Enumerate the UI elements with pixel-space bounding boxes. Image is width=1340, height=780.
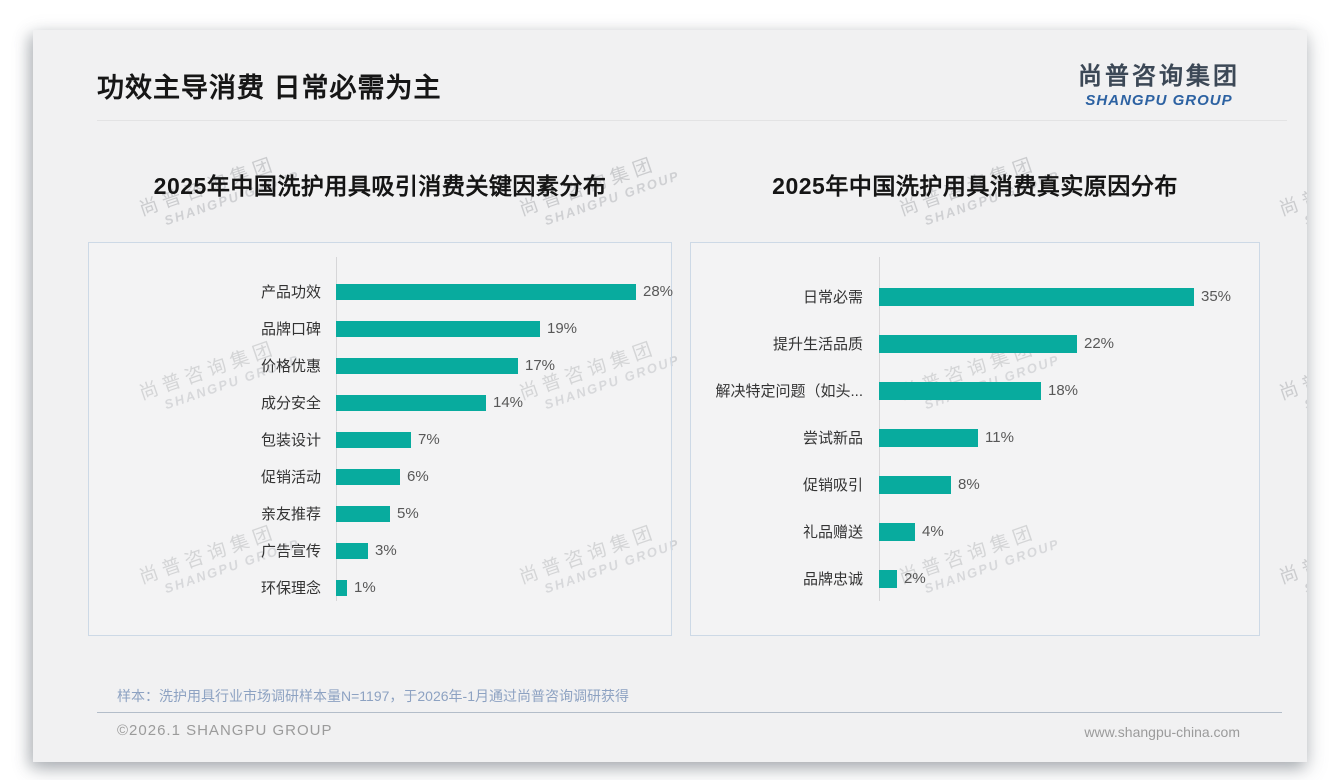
bar [879,569,897,588]
bar-row: 包装设计 7% [89,421,671,458]
category-axis-line [336,257,337,601]
footer-divider [97,712,1282,713]
bar-row: 礼品赠送 4% [691,508,1259,555]
bar-category-label: 促销吸引 [802,477,863,494]
bar [336,542,368,559]
bar-value-label: 11% [985,429,1014,446]
bar-category-label: 礼品赠送 [802,524,863,541]
bar-value-label: 19% [547,320,578,337]
bar-value-label: 28% [643,283,674,300]
bar-category-label: 日常必需 [802,289,863,306]
title-divider [97,120,1287,121]
slide: 尚普咨询集团 SHANGPU GROUP 尚普咨询集团 SHANGPU GROUP 尚普… [33,30,1307,762]
bar [879,428,978,447]
chart-panel-real-reasons: 日常必需 35% 提升生活品质 22% 解决特定问题（如头... 18% 尝试新品 11% 促销… [690,242,1260,636]
bar-row: 日常必需 35% [691,273,1259,320]
bar-row: 品牌忠诚 2% [691,555,1259,602]
bar-row: 品牌口碑 19% [89,310,671,347]
bar-category-label: 价格优惠 [260,358,321,375]
bar-row: 广告宣传 3% [89,532,671,569]
bar [336,320,540,337]
bar [336,505,390,522]
footer-copyright: ©2026.1 SHANGPU GROUP [117,722,333,739]
bar-category-label: 产品功效 [260,284,321,301]
bar-row: 促销活动 6% [89,458,671,495]
bar-value-label: 2% [904,570,926,587]
bar-category-label: 环保理念 [260,580,321,597]
chart-body-key-factors: 产品功效 28% 品牌口碑 19% 价格优惠 17% 成分安全 14% 包装设计 7% 促销活动 6%… [89,243,674,635]
bar [336,468,400,485]
bar [879,334,1077,353]
bar [336,579,347,596]
chart-block-real-reasons: 2025年中国洗护用具消费真实原因分布 日常必需 35% 提升生活品质 22% 解决特定… [690,170,1260,636]
bar-category-label: 品牌忠诚 [802,571,863,588]
bar [879,381,1041,400]
chart-body-real-reasons: 日常必需 35% 提升生活品质 22% 解决特定问题（如头... 18% 尝试新品 11% 促销… [691,243,1259,635]
bar-value-label: 18% [1048,382,1079,399]
logo: 尚普咨询集团 SHANGPU GROUP [1078,56,1240,109]
chart-title-real-reasons: 2025年中国洗护用具消费真实原因分布 [772,173,1178,199]
bar [879,475,951,494]
logo-english-text: SHANGPU GROUP [1085,92,1233,109]
bar-row: 产品功效 28% [89,273,674,310]
bar-value-label: 17% [525,357,556,374]
footer-website: www.shangpu-china.com [1084,724,1240,740]
bar-category-label: 包装设计 [260,432,321,449]
bar-value-label: 7% [418,431,440,448]
bar-category-label: 促销活动 [260,469,321,486]
bar-value-label: 8% [958,476,980,493]
sample-note: 样本：洗护用具行业市场调研样本量N=1197，于2026年-1月通过尚普咨询调研… [117,688,629,704]
bar-category-label: 解决特定问题（如头... [715,383,863,400]
bar-category-label: 提升生活品质 [772,336,863,353]
bar-value-label: 6% [407,468,429,485]
bar-row: 尝试新品 11% [691,414,1259,461]
bar-value-label: 22% [1084,335,1115,352]
bar-row: 解决特定问题（如头... 18% [691,367,1259,414]
bar-row: 成分安全 14% [89,384,671,421]
bar [336,357,518,374]
bar [879,287,1194,306]
slide-content: 功效主导消费 日常必需为主 尚普咨询集团 SHANGPU GROUP 2025年… [33,30,1307,762]
chart-title-key-factors: 2025年中国洗护用具吸引消费关键因素分布 [153,173,607,199]
bar-category-label: 成分安全 [260,395,321,412]
bar-category-label: 亲友推荐 [260,506,321,523]
bar-row: 价格优惠 17% [89,347,671,384]
bar-row: 亲友推荐 5% [89,495,671,532]
bar-value-label: 5% [397,505,419,522]
bar-row: 促销吸引 8% [691,461,1259,508]
bar-row: 环保理念 1% [89,569,671,606]
logo-chinese-text: 尚普咨询集团 [1078,63,1240,90]
bar [336,283,636,300]
bar-value-label: 14% [493,394,524,411]
page-title: 功效主导消费 日常必需为主 [97,73,442,103]
bar [336,394,486,411]
bar-value-label: 35% [1201,288,1232,305]
bar-row: 提升生活品质 22% [691,320,1259,367]
bar-value-label: 4% [922,523,944,540]
bar-category-label: 广告宣传 [260,543,321,560]
bar-category-label: 品牌口碑 [260,321,321,338]
bar [879,522,915,541]
bar-value-label: 1% [354,579,376,596]
bar-value-label: 3% [375,542,397,559]
chart-panel-key-factors: 产品功效 28% 品牌口碑 19% 价格优惠 17% 成分安全 14% 包装设计 7% 促销活动 6%… [88,242,674,636]
bar [336,431,411,448]
bar-category-label: 尝试新品 [802,430,863,447]
chart-block-key-factors: 2025年中国洗护用具吸引消费关键因素分布 产品功效 28% 品牌口碑 19% 价格优惠… [88,170,674,636]
